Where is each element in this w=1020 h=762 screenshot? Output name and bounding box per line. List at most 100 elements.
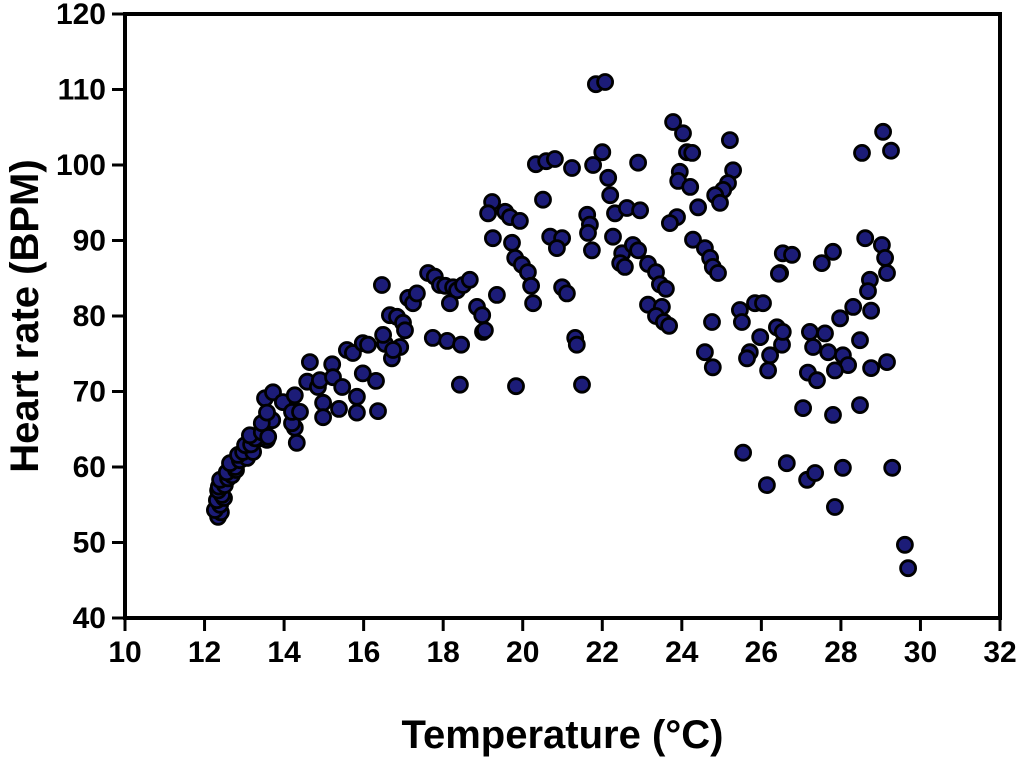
data-point [711,193,729,212]
data-point [374,325,393,344]
data-point [450,375,469,394]
x-tick-label: 14 [267,636,301,669]
data-point [511,211,529,230]
data-point [826,498,844,516]
x-tick-label: 32 [983,636,1016,669]
x-tick-label: 20 [506,636,539,669]
data-point [703,358,722,377]
y-tick-label: 80 [73,300,106,333]
data-point [330,399,348,418]
data-point [423,328,442,347]
data-point [824,405,842,424]
data-point [287,433,306,452]
x-tick-label: 24 [665,636,699,669]
data-point [503,233,521,252]
data-point [631,201,649,220]
data-point [754,294,772,313]
data-point [876,248,894,267]
data-point [483,229,502,248]
data-point [758,476,776,495]
data-point [473,306,492,325]
x-tick-label: 30 [904,636,937,669]
y-tick-label: 40 [73,602,106,635]
data-point [314,408,333,427]
data-point [882,141,900,160]
data-point [703,313,721,331]
x-tick-label: 12 [188,636,221,669]
data-point [660,316,678,335]
data-point [773,322,792,341]
y-axis-ticks: 40 50 60 70 80 90 100 110 120 [56,0,125,635]
data-point [824,242,842,261]
data-point [629,153,647,172]
data-point [664,113,682,131]
data-point [579,223,597,242]
data-point [259,427,278,446]
data-point [596,73,614,91]
data-point [783,245,801,264]
data-point [684,230,702,249]
x-axis-ticks: 10 12 14 16 18 20 22 24 26 28 30 32 [108,618,1017,669]
data-point [460,270,479,289]
x-tick-label: 28 [824,636,857,669]
y-tick-label: 90 [73,225,106,258]
data-point [804,338,822,356]
data-point [759,361,777,380]
data-point [874,122,892,141]
data-point [524,294,542,313]
data-point [862,301,880,320]
y-tick-label: 100 [56,149,106,182]
data-point [479,204,498,223]
data-point [567,335,586,354]
data-point [407,284,426,303]
data-point [487,285,506,304]
data-point [681,177,700,196]
data-point [396,321,414,340]
y-tick-label: 120 [56,0,106,31]
data-point [844,297,863,316]
data-point [851,396,869,415]
data-point [696,343,714,362]
data-point [440,294,459,313]
data-point [770,264,788,283]
data-point [831,309,849,328]
y-tick-label: 70 [73,376,106,409]
data-point [883,458,902,477]
data-point [291,402,309,421]
data-point [584,156,602,174]
data-point [475,321,494,340]
y-tick-label: 110 [58,74,106,107]
data-point [593,143,612,162]
data-point [604,227,622,246]
data-point [546,150,564,168]
data-point [369,402,387,421]
data-point [683,143,702,162]
data-point [801,322,819,341]
data-point [452,335,471,354]
data-point [616,257,634,276]
data-point [333,378,352,396]
data-point [853,143,871,162]
x-tick-label: 22 [586,636,619,669]
data-point [258,403,276,422]
data-point [856,229,875,248]
data-point [599,168,618,187]
data-point [709,264,727,282]
data-point [689,198,707,217]
data-point [372,276,391,294]
data-point [534,190,552,209]
x-tick-label: 10 [108,636,141,669]
data-point [384,341,403,359]
data-point [862,359,880,378]
data-point [300,353,319,372]
data-point [674,124,692,143]
x-tick-label: 18 [426,636,459,669]
data-point [734,443,752,462]
data-point [721,131,739,150]
data-point [507,377,525,396]
data-point [826,361,844,380]
data-point [573,375,591,394]
data-point [314,393,333,412]
data-point [353,364,372,383]
